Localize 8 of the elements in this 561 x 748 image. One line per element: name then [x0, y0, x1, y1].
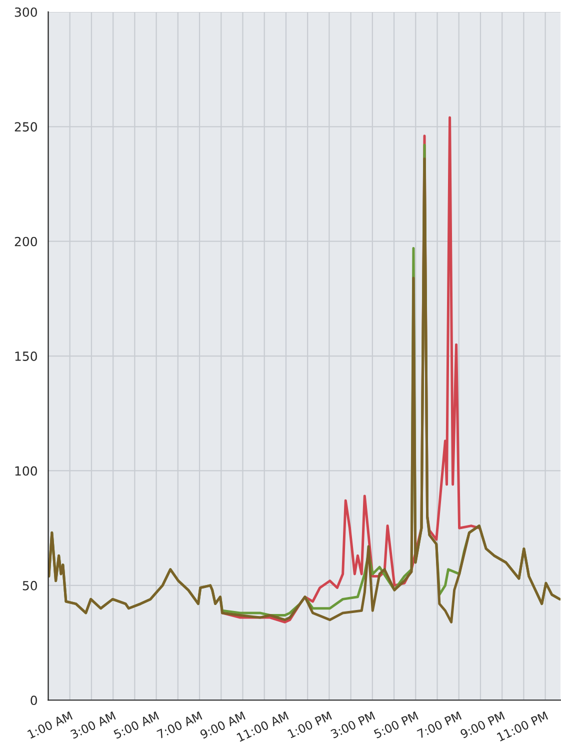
y-tick-label: 250: [14, 122, 37, 132]
y-tick-label: 0: [30, 696, 37, 706]
y-tick-label: 300: [14, 7, 37, 17]
y-tick-label: 50: [22, 580, 37, 590]
x-tick-label: 1:00 PM: [287, 711, 332, 738]
y-tick-label: 200: [14, 236, 37, 246]
y-tick-label: 100: [15, 466, 37, 476]
y-tick-label: 150: [15, 352, 37, 361]
